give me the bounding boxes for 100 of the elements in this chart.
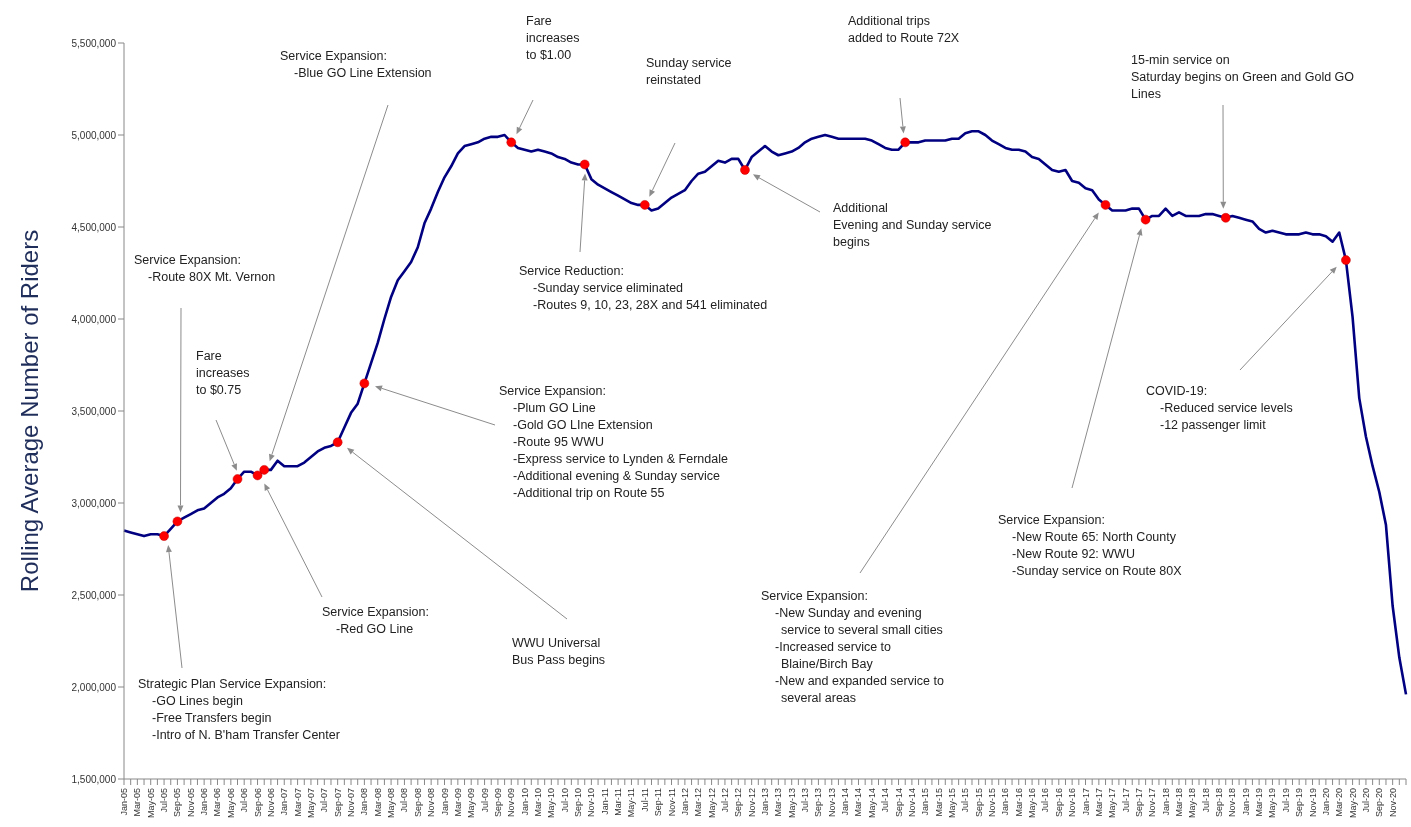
x-tick-label: Nov-13 bbox=[826, 788, 837, 818]
x-tick-label: Jan-16 bbox=[1000, 788, 1011, 816]
point bbox=[1341, 255, 1351, 265]
x-tick-label: Mar-20 bbox=[1334, 788, 1345, 817]
x-tick-label: Sep-05 bbox=[172, 788, 183, 818]
x-tick-label: Sep-13 bbox=[813, 788, 824, 818]
x-tick-label: Nov-20 bbox=[1387, 788, 1398, 818]
x-tick-label: Jul-18 bbox=[1200, 788, 1211, 813]
x-tick-label: Sep-08 bbox=[412, 788, 423, 818]
x-tick-label: Nov-19 bbox=[1307, 788, 1318, 818]
x-tick-label: Sep-12 bbox=[733, 788, 744, 818]
x-tick-label: May-15 bbox=[946, 788, 957, 819]
x-tick-label: Nov-17 bbox=[1147, 788, 1158, 818]
annotation: Service Expansion: -Red GO Line bbox=[322, 605, 430, 636]
x-tick-label: Jan-14 bbox=[840, 788, 851, 816]
x-tick-label: Mar-12 bbox=[693, 788, 704, 817]
x-tick-label: Jan-07 bbox=[279, 788, 290, 816]
x-tick-label: Sep-11 bbox=[653, 788, 664, 817]
x-tick-label: Jan-18 bbox=[1160, 788, 1171, 816]
point bbox=[252, 470, 263, 481]
x-tick-label: Mar-08 bbox=[372, 788, 383, 817]
x-tick-label: Sep-06 bbox=[252, 788, 263, 818]
point bbox=[506, 137, 517, 148]
x-tick-label: Nov-11 bbox=[666, 788, 677, 817]
point bbox=[640, 200, 650, 210]
x-tick-label: Mar-13 bbox=[773, 788, 784, 817]
x-tick-label: Jul-11 bbox=[639, 788, 650, 812]
y-tick-label: 1,500,000 bbox=[71, 773, 117, 785]
x-tick-label: Jan-10 bbox=[519, 788, 530, 816]
annotation: Service Expansion: -New Route 65: North County -New Route 92: WWU -Sunday service on Route 80X bbox=[998, 513, 1183, 578]
x-tick-label: Jan-20 bbox=[1320, 788, 1331, 816]
x-tick-label: Jan-15 bbox=[920, 788, 931, 816]
point bbox=[579, 159, 590, 170]
point bbox=[259, 465, 269, 475]
x-tick-label: Nov-05 bbox=[185, 788, 196, 818]
x-tick-label: Sep-17 bbox=[1133, 788, 1144, 818]
x-tick-label: Nov-08 bbox=[426, 788, 437, 818]
y-tick-label: 4,000,000 bbox=[71, 313, 117, 325]
point bbox=[1140, 214, 1151, 225]
x-tick-label: Jan-11 bbox=[599, 788, 610, 815]
x-tick-label: Nov-14 bbox=[906, 788, 917, 818]
x-tick-label: May-06 bbox=[225, 788, 236, 819]
point bbox=[232, 474, 243, 484]
x-tick-label: May-16 bbox=[1027, 788, 1038, 819]
x-tick-label: Jul-17 bbox=[1120, 788, 1131, 813]
x-tick-label: Mar-05 bbox=[132, 788, 143, 817]
annotation: Service Expansion: -Blue GO Line Extension bbox=[280, 49, 432, 80]
x-tick-label: Nov-12 bbox=[746, 788, 757, 818]
annotation: WWU Universal Bus Pass begins bbox=[512, 636, 606, 667]
x-tick-label: Nov-09 bbox=[506, 788, 517, 818]
x-tick-label: May-19 bbox=[1267, 788, 1278, 819]
x-tick-label: May-11 bbox=[626, 788, 637, 818]
point bbox=[900, 137, 910, 148]
x-tick-label: May-05 bbox=[145, 788, 156, 819]
y-tick-label: 3,000,000 bbox=[71, 497, 117, 509]
x-tick-label: Sep-16 bbox=[1053, 788, 1064, 818]
y-tick-label: 3,500,000 bbox=[71, 405, 117, 417]
x-tick-label: Mar-15 bbox=[933, 788, 944, 817]
point bbox=[1100, 200, 1111, 210]
x-tick-label: May-09 bbox=[466, 788, 477, 819]
x-tick-label: Jul-10 bbox=[559, 788, 570, 813]
x-tick-label: Sep-09 bbox=[492, 788, 503, 818]
point bbox=[172, 516, 183, 527]
x-tick-label: Jul-05 bbox=[159, 788, 170, 813]
x-tick-label: Sep-07 bbox=[332, 788, 343, 818]
x-tick-label: Nov-16 bbox=[1067, 788, 1078, 818]
x-tick-label: Sep-19 bbox=[1294, 788, 1305, 818]
x-tick-label: Nov-18 bbox=[1227, 788, 1238, 818]
x-tick-label: Sep-10 bbox=[573, 788, 584, 818]
x-tick-label: Jul-19 bbox=[1280, 788, 1291, 813]
x-tick-label: Mar-17 bbox=[1093, 788, 1104, 817]
x-tick-label: Jul-13 bbox=[800, 788, 811, 813]
x-tick-label: Jul-12 bbox=[719, 788, 730, 813]
x-tick-label: May-12 bbox=[706, 788, 717, 819]
y-tick-label: 4,500,000 bbox=[71, 221, 117, 233]
point bbox=[359, 378, 370, 389]
x-tick-label: May-08 bbox=[386, 788, 397, 819]
x-tick-label: Mar-06 bbox=[212, 788, 223, 817]
point bbox=[740, 165, 750, 175]
x-tick-label: Mar-16 bbox=[1013, 788, 1024, 817]
x-tick-label: May-07 bbox=[305, 788, 316, 819]
x-tick-label: Jul-20 bbox=[1360, 788, 1371, 813]
x-tick-label: Mar-09 bbox=[452, 788, 463, 817]
annotation: Service Expansion: -Plum GO Line -Gold GO LIne Extension -Route 95 WWU -Express service to Lynden & Ferndale -Additional evening & Sunday service -Additional trip on Route 55 bbox=[499, 384, 728, 500]
x-tick-label: May-10 bbox=[546, 788, 557, 819]
x-tick-label: Jan-19 bbox=[1240, 788, 1251, 816]
y-tick-label: 2,000,000 bbox=[71, 681, 117, 693]
annotation: Additional Evening and Sunday service begins bbox=[833, 201, 992, 249]
y-tick-label: 5,000,000 bbox=[71, 129, 117, 141]
x-tick-label: May-13 bbox=[786, 788, 797, 819]
annotation: 15-min service on Saturday begins on Green and Gold GO Lines bbox=[1131, 53, 1355, 101]
x-tick-label: Jan-12 bbox=[679, 788, 690, 816]
x-tick-label: Sep-20 bbox=[1374, 788, 1385, 818]
y-tick-label: 5,500,000 bbox=[71, 37, 117, 49]
y-tick-label: 2,500,000 bbox=[71, 589, 117, 601]
x-tick-label: Mar-07 bbox=[292, 788, 303, 817]
x-tick-label: May-14 bbox=[866, 788, 877, 819]
x-tick-label: Jul-15 bbox=[960, 788, 971, 813]
point bbox=[332, 437, 343, 448]
y-axis-title: Rolling Average Number of Riders bbox=[16, 229, 43, 593]
